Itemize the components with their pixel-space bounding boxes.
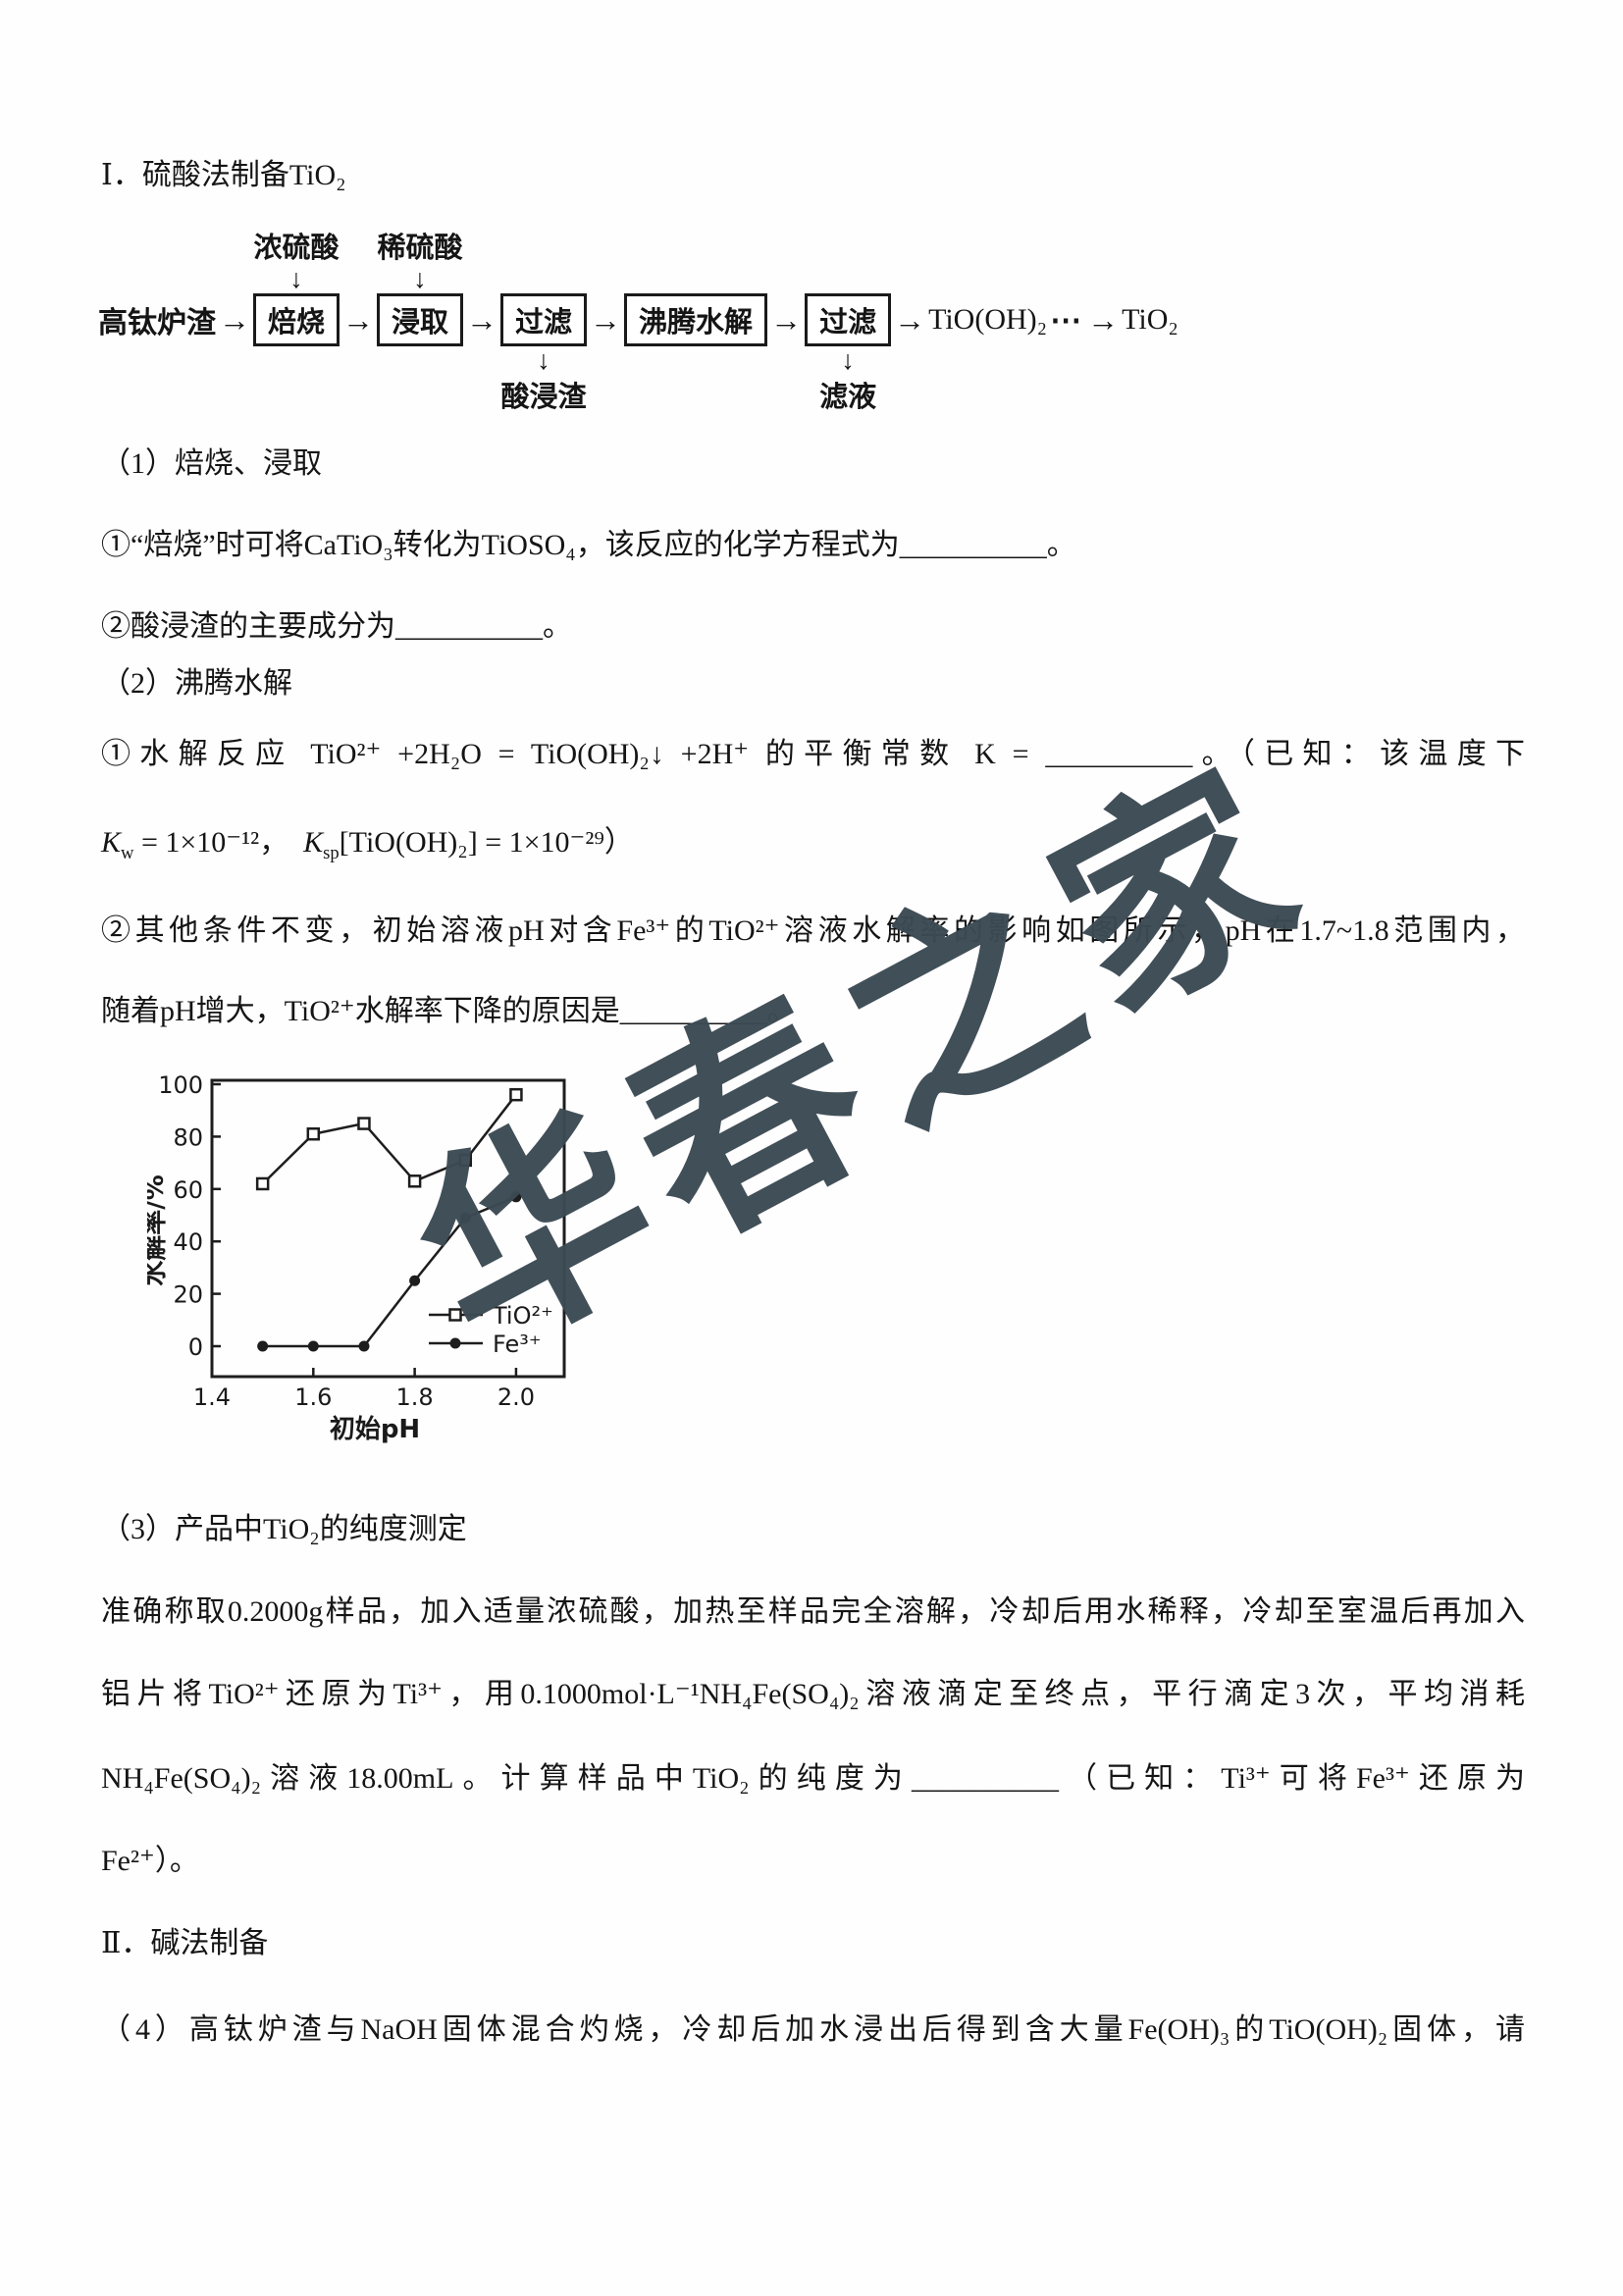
flow-step-filter1: 过滤 — [500, 293, 588, 346]
svg-text:1.4: 1.4 — [193, 1383, 231, 1411]
svg-text:1.6: 1.6 — [294, 1383, 332, 1411]
svg-text:初始pH: 初始pH — [330, 1415, 420, 1444]
svg-text:TiO²⁺: TiO²⁺ — [492, 1302, 553, 1330]
flow-arrow-stage: → — [463, 214, 500, 426]
svg-text:20: 20 — [173, 1281, 203, 1309]
flow-dots-stage: ⋯ — [1047, 214, 1084, 426]
flow-filter2-stage: 过滤 ↓ 滤液 — [805, 214, 892, 426]
process-flowchart: 高钛炉渣 → 浓硫酸 ↓ 焙烧 → 稀硫酸 ↓ 浸取 — [98, 214, 1178, 426]
down-arrow-icon: ↓ — [537, 345, 550, 375]
filter1-byproduct: ↓ 酸浸渣 — [501, 347, 587, 426]
svg-text:1.8: 1.8 — [396, 1383, 434, 1411]
filter2-byproduct: ↓ 滤液 — [819, 347, 876, 426]
flow-hydrolysis-stage: 沸腾水解 — [624, 214, 768, 426]
down-arrow-icon: ↓ — [841, 345, 855, 375]
flow-arrow-stage: → — [340, 214, 377, 426]
flow-step-leach: 浸取 — [377, 293, 464, 346]
flow-leach-stage: 稀硫酸 ↓ 浸取 — [377, 214, 464, 426]
q1-item1: ①“焙烧”时可将CaTiO₃转化为TiOSO₄，该反应的化学方程式为______… — [101, 529, 1076, 561]
roast-reagent: 浓硫酸 ↓ — [254, 214, 340, 292]
section1-title: Ⅰ．硫酸法制备TiO₂ — [101, 159, 346, 191]
flow-arrow-stage: → — [891, 214, 928, 426]
flow-roast-stage: 浓硫酸 ↓ 焙烧 — [253, 214, 340, 426]
q3-line1: 准确称取0.2000g样品，加入适量浓硫酸，加热至样品完全溶解，冷却后用水稀释，… — [101, 1595, 1525, 1628]
q3-line2: 铝片将TiO²⁺还原为Ti³⁺，用0.1000mol·L⁻¹NH₄Fe(SO₄)… — [101, 1678, 1525, 1710]
q2-item2-line1: ②其他条件不变，初始溶液pH对含Fe³⁺的TiO²⁺溶液水解率的影响如图所示，p… — [101, 914, 1525, 947]
q2-heading: （2）沸腾水解 — [101, 667, 292, 700]
right-arrow-icon: → — [770, 301, 803, 338]
flow-arrow-stage: → — [767, 214, 805, 426]
flow-product-label: TiO₂ — [1122, 303, 1178, 336]
down-arrow-icon: ↓ — [289, 264, 303, 293]
section2-title: Ⅱ．碱法制备 — [101, 1927, 269, 1959]
right-arrow-icon: → — [342, 301, 375, 338]
svg-text:100: 100 — [158, 1071, 203, 1099]
ellipsis-icon: ⋯ — [1050, 302, 1082, 338]
q2-item1: ①水解反应 TiO²⁺ +2H₂O = TiO(OH)₂↓ +2H⁺ 的平衡常数… — [101, 738, 1525, 770]
flow-intermediate-label: TiO(OH)₂ — [928, 303, 1048, 336]
q3-heading: （3）产品中TiO₂的纯度测定 — [101, 1513, 467, 1545]
flow-arrow-stage: → — [216, 214, 253, 426]
q3-line3: NH₄Fe(SO₄)₂溶液18.00mL。计算样品中TiO₂的纯度为______… — [101, 1762, 1525, 1795]
flow-filter1-stage: 过滤 ↓ 酸浸渣 — [500, 214, 588, 426]
svg-text:60: 60 — [173, 1176, 203, 1204]
right-arrow-icon: → — [1087, 301, 1120, 338]
flow-input-label: 高钛炉渣 — [98, 307, 216, 339]
reagent-roast-label: 浓硫酸 — [253, 233, 340, 264]
hydrolysis-rate-chart: 0 20 40 60 80 100 1.4 1.6 1.8 2.0 TiO²⁺ Fe³⁺ 初始pH 水解率… — [139, 1062, 608, 1454]
svg-text:0: 0 — [188, 1333, 203, 1361]
svg-text:80: 80 — [173, 1123, 203, 1151]
flow-input-stage: 高钛炉渣 — [98, 214, 216, 426]
svg-text:Fe³⁺: Fe³⁺ — [493, 1331, 542, 1358]
flow-intermediate-stage: TiO(OH)₂ — [928, 214, 1047, 426]
q2-item2-line2: 随着pH增大，TiO²⁺水解率下降的原因是__________。 — [101, 995, 797, 1027]
flow-step-roast: 焙烧 — [253, 293, 340, 346]
svg-text:水解率/%: 水解率/% — [147, 1174, 170, 1286]
flow-step-hydrolysis: 沸腾水解 — [624, 293, 768, 346]
right-arrow-icon: → — [219, 301, 250, 338]
flow-step-filter2: 过滤 — [805, 293, 892, 346]
flow-arrow-stage: → — [587, 214, 624, 426]
q1-heading: （1）焙烧、浸取 — [101, 447, 322, 480]
right-arrow-icon: → — [466, 301, 498, 338]
q4-line1: （4）高钛炉渣与NaOH固体混合灼烧，冷却后加水浸出后得到含大量Fe(OH)₃的… — [101, 2013, 1525, 2046]
byproduct-residue-label: 酸浸渣 — [500, 382, 587, 413]
flow-product-stage: TiO₂ — [1122, 214, 1178, 426]
q1-item2: ②酸浸渣的主要成分为__________。 — [101, 610, 572, 643]
chart-canvas: 0 20 40 60 80 100 1.4 1.6 1.8 2.0 TiO²⁺Fe³⁺ 初始pH 水解率… — [139, 1071, 566, 1444]
flow-arrow-stage: → — [1084, 214, 1122, 426]
q3-line4: Fe²⁺）。 — [101, 1845, 199, 1877]
byproduct-filtrate-label: 滤液 — [819, 382, 877, 413]
svg-text:2.0: 2.0 — [497, 1383, 535, 1411]
right-arrow-icon: → — [894, 301, 926, 338]
q2-known-constants: Kw = 1×10⁻¹²， Ksp[TiO(OH)₂] = 1×10⁻²⁹） — [101, 826, 634, 863]
leach-reagent: 稀硫酸 ↓ — [378, 214, 463, 292]
right-arrow-icon: → — [590, 301, 622, 338]
svg-text:40: 40 — [173, 1228, 203, 1256]
reagent-leach-label: 稀硫酸 — [377, 233, 463, 264]
down-arrow-icon: ↓ — [413, 264, 427, 293]
